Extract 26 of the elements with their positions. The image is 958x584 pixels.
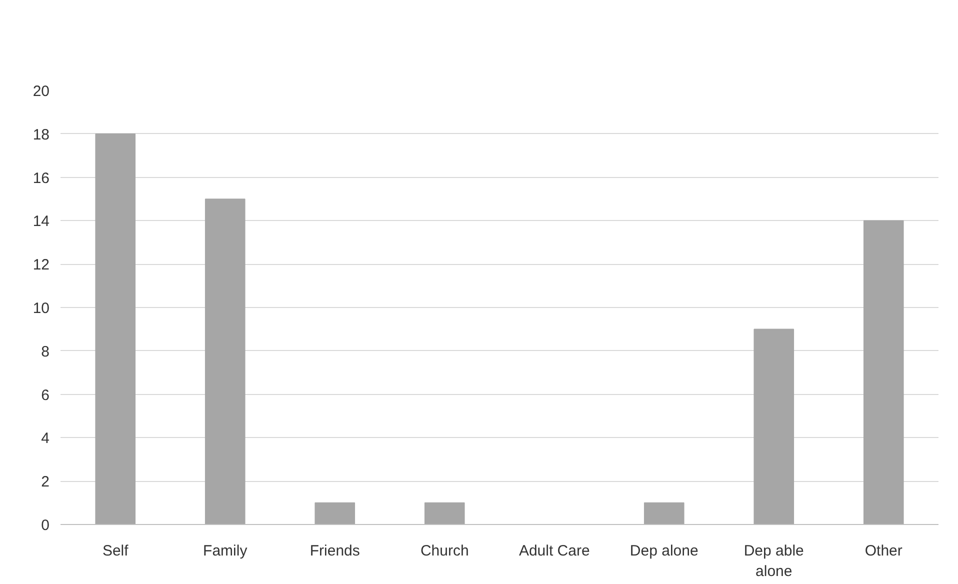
bar	[314, 502, 356, 524]
x-tick-label: Family	[203, 542, 248, 560]
bar	[644, 502, 684, 524]
y-tick-label: 4	[41, 430, 50, 448]
y-tick-label: 12	[32, 256, 50, 274]
x-tick-label: Friends	[310, 542, 360, 560]
x-tick-label: Adult Care	[518, 542, 590, 560]
x-tick-label: Dep alone	[630, 542, 698, 560]
y-tick-label: 8	[41, 343, 50, 360]
y-tick-label: 18	[32, 126, 50, 144]
y-tick-label: 0	[41, 517, 50, 534]
x-tick-label: Dep able alone	[744, 542, 804, 580]
bar	[204, 198, 246, 524]
x-tick-label: Church	[420, 542, 469, 560]
x-tick-label: Other	[864, 542, 902, 560]
bar	[95, 134, 136, 524]
y-tick-label: 20	[32, 83, 50, 100]
y-tick-label: 2	[41, 474, 50, 491]
bar	[863, 220, 904, 524]
y-tick-label: 14	[32, 213, 50, 230]
y-tick-label: 6	[41, 386, 50, 404]
x-tick-label: Self	[102, 542, 130, 560]
y-tick-label: 10	[32, 300, 50, 317]
bar	[754, 328, 794, 524]
bar	[424, 502, 465, 524]
y-tick-label: 16	[32, 170, 50, 187]
